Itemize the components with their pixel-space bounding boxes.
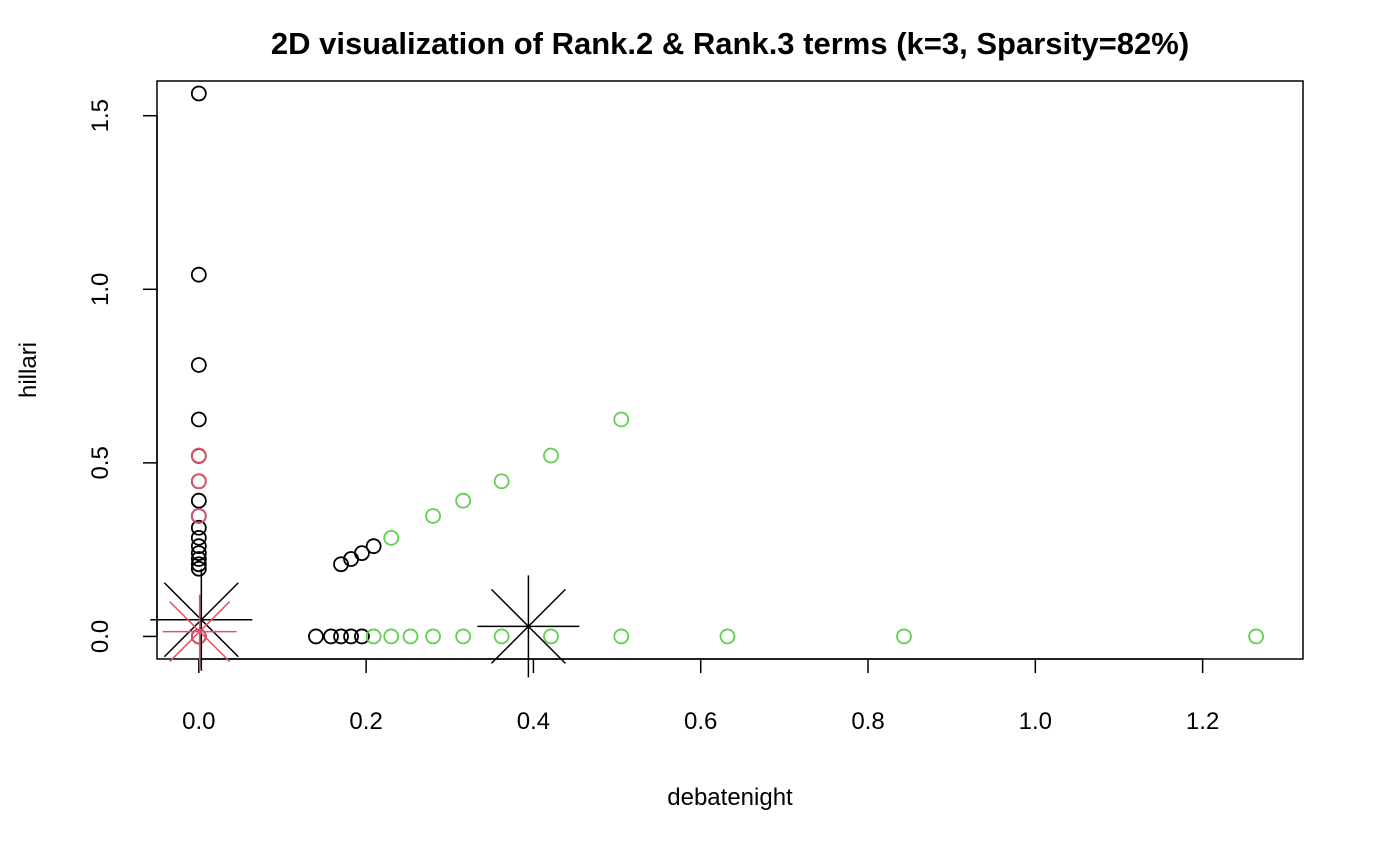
data-point-black <box>190 357 207 373</box>
data-point-green <box>365 628 382 645</box>
data-point-black <box>190 411 207 428</box>
data-point-green <box>383 529 400 546</box>
cluster-centers <box>150 568 580 678</box>
x-tick-label: 0.8 <box>851 708 884 735</box>
data-point-green <box>1248 628 1265 645</box>
data-point-red <box>190 447 207 464</box>
x-tick-label: 0.2 <box>349 708 382 735</box>
data-point-green <box>493 628 510 645</box>
y-tick-label: 1.5 <box>87 99 114 132</box>
y-tick-label: 0.0 <box>87 620 114 653</box>
cluster-center-1 <box>150 568 253 671</box>
data-point-green <box>425 628 441 645</box>
data-point-red <box>190 473 207 490</box>
chart-title: 2D visualization of Rank.2 & Rank.3 term… <box>271 26 1189 61</box>
data-point-black <box>365 538 382 555</box>
data-point-green <box>383 628 400 645</box>
data-point-green <box>719 628 736 645</box>
x-tick-label: 0.4 <box>517 708 550 735</box>
data-point-black <box>190 266 207 283</box>
data-point-green <box>613 411 630 428</box>
x-axis: 0.0 0.2 0.4 0.6 0.8 1.0 1.2 <box>182 658 1219 735</box>
data-point-green <box>455 628 472 645</box>
data-point-green <box>543 447 559 464</box>
data-point-green <box>493 473 510 490</box>
x-tick-label: 0.0 <box>182 708 215 735</box>
data-point-green <box>613 628 630 645</box>
data-point-black <box>343 628 359 645</box>
data-point-black <box>323 628 339 645</box>
data-point-black <box>308 628 324 645</box>
data-point-black <box>190 85 207 102</box>
cluster-center-2 <box>162 594 237 669</box>
x-tick-label: 1.2 <box>1186 708 1219 735</box>
data-point-black <box>190 560 207 577</box>
data-point-green <box>425 508 441 524</box>
data-point-green <box>543 628 559 645</box>
data-points <box>190 85 1265 645</box>
data-point-red <box>190 628 207 645</box>
data-point-black <box>190 529 207 546</box>
data-point-black <box>190 545 207 562</box>
x-tick-label: 0.6 <box>684 708 717 735</box>
data-point-green <box>455 492 472 509</box>
data-point-red <box>190 508 207 524</box>
data-point-black <box>190 538 207 555</box>
plot-box <box>156 80 1304 660</box>
data-point-green <box>402 628 419 645</box>
data-point-black <box>354 628 370 645</box>
x-tick-label: 1.0 <box>1019 708 1052 735</box>
data-point-black <box>190 556 207 573</box>
data-point-green <box>896 628 912 645</box>
data-point-black <box>333 628 349 645</box>
y-axis: 0.0 0.5 1.0 1.5 <box>87 99 158 653</box>
y-axis-label: hillari <box>15 342 42 398</box>
data-point-black <box>190 519 207 536</box>
y-tick-label: 0.5 <box>87 446 114 479</box>
cluster-center-3 <box>477 575 580 678</box>
data-point-black <box>333 556 349 573</box>
x-axis-label: debatenight <box>667 784 793 811</box>
y-tick-label: 1.0 <box>87 273 114 306</box>
data-point-black <box>190 551 207 567</box>
data-point-black <box>190 492 207 509</box>
data-point-black <box>354 545 370 562</box>
